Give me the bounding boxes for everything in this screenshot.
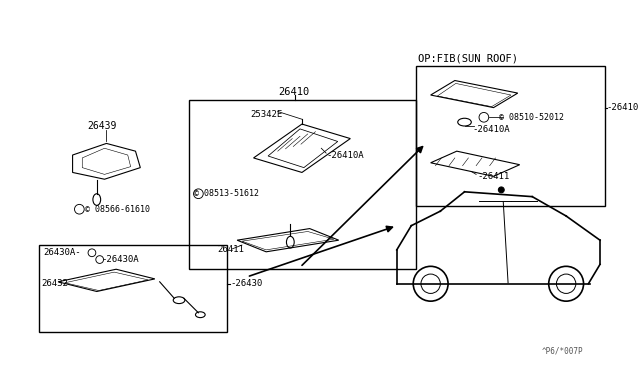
Text: 26439: 26439	[87, 121, 116, 131]
Text: 26411: 26411	[218, 246, 244, 254]
Text: © 08513-51612: © 08513-51612	[193, 189, 259, 198]
Text: OP:FIB(SUN ROOF): OP:FIB(SUN ROOF)	[418, 53, 518, 63]
Bar	[189, 100, 416, 269]
Circle shape	[499, 187, 504, 193]
Text: -26410A: -26410A	[326, 151, 364, 160]
Text: -26411: -26411	[477, 172, 509, 181]
Bar	[416, 66, 605, 206]
Text: ^P6/*007P: ^P6/*007P	[542, 347, 584, 356]
Text: -26430A: -26430A	[102, 255, 140, 264]
Text: -26410: -26410	[607, 103, 639, 112]
Text: 26410: 26410	[278, 87, 310, 97]
Text: -26430: -26430	[230, 279, 262, 288]
Text: 26430A-: 26430A-	[44, 248, 81, 257]
Text: -26410A: -26410A	[472, 125, 510, 134]
Text: © 08566-61610: © 08566-61610	[85, 205, 150, 214]
Text: © 08510-52012: © 08510-52012	[499, 113, 564, 122]
Bar	[38, 245, 227, 332]
Text: 25342E: 25342E	[251, 110, 283, 119]
Text: 26432: 26432	[42, 279, 68, 288]
